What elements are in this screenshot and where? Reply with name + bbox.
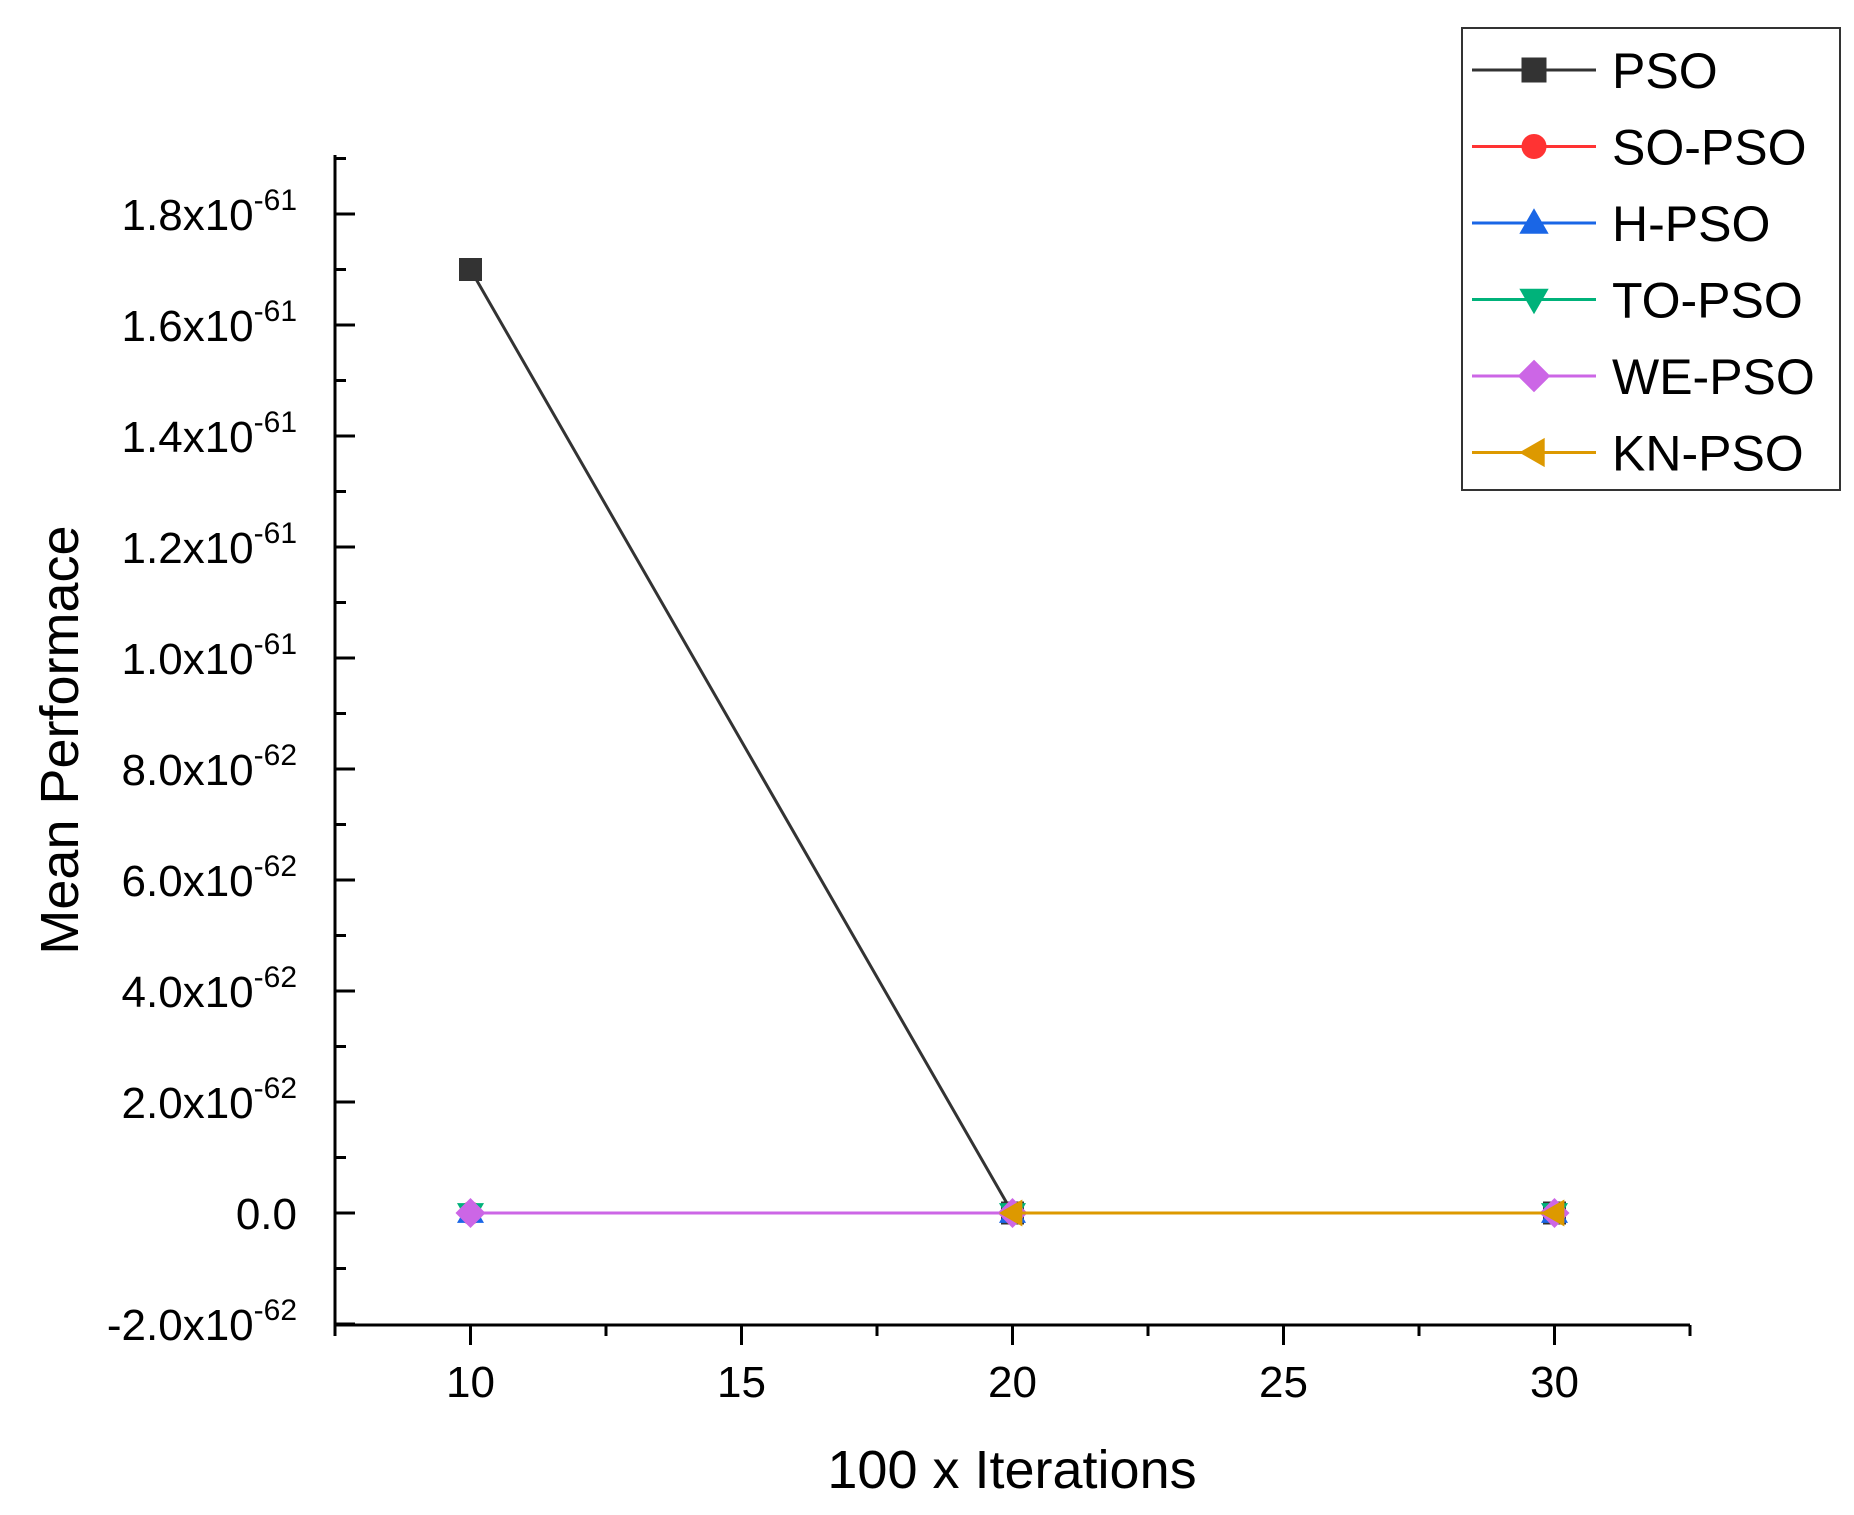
x-tick-label: 15 xyxy=(717,1358,766,1407)
legend-item: KN-PSO xyxy=(1472,426,1804,482)
legend-label: SO-PSO xyxy=(1612,120,1806,176)
data-point-kn-pso xyxy=(1540,1199,1565,1227)
x-tick-label: 20 xyxy=(988,1358,1037,1407)
legend-label: H-PSO xyxy=(1612,196,1770,252)
data-point-pso xyxy=(459,258,482,281)
legend-label: KN-PSO xyxy=(1612,426,1804,482)
legend-label: WE-PSO xyxy=(1612,349,1815,405)
y-tick-label: 1.8x10-61 xyxy=(122,184,297,240)
y-tick-label: 0.0 xyxy=(236,1190,297,1239)
legend-marker xyxy=(1519,288,1549,315)
y-axis-title: Mean Performace xyxy=(30,525,90,954)
series-layer xyxy=(455,258,1570,1229)
legend-item: WE-PSO xyxy=(1472,349,1815,405)
legend-item: TO-PSO xyxy=(1472,273,1803,329)
y-tick-label: 6.0x10-62 xyxy=(122,850,297,906)
data-point-we-pso xyxy=(455,1197,486,1229)
legend-box xyxy=(1461,27,1841,491)
series-pso xyxy=(459,258,1566,1225)
y-tick-label: 2.0x10-62 xyxy=(122,1072,297,1128)
x-tick-label: 30 xyxy=(1530,1358,1579,1407)
x-tick-label: 10 xyxy=(446,1358,495,1407)
x-tick-label: 25 xyxy=(1259,1358,1308,1407)
axes: -2.0x10-62 0.0 2.0x10-62 4.0x10-62 6.0x10-62… xyxy=(107,155,1692,1407)
legend-marker xyxy=(1519,437,1545,468)
y-tick-label: 1.4x10-61 xyxy=(122,406,297,462)
legend-label: TO-PSO xyxy=(1612,273,1803,329)
x-axis-title: 100 x Iterations xyxy=(827,1440,1196,1500)
y-tick-label: 8.0x10-62 xyxy=(122,739,297,795)
y-tick-label: 1.6x10-61 xyxy=(122,295,297,351)
y-tick-label: 1.2x10-61 xyxy=(122,517,297,573)
legend-marker xyxy=(1521,134,1547,159)
legend-marker xyxy=(1521,57,1547,83)
legend-item: H-PSO xyxy=(1472,196,1770,252)
legend-marker xyxy=(1519,208,1549,234)
legend-marker xyxy=(1517,359,1551,393)
series-line-pso xyxy=(469,268,1555,1215)
y-tick-label: -2.0x10-62 xyxy=(107,1294,297,1350)
legend-item: SO-PSO xyxy=(1472,120,1806,176)
y-tick-label: 1.0x10-61 xyxy=(122,628,297,684)
legend-item: PSO xyxy=(1472,43,1718,99)
legend: PSO SO-PSO H-PSO TO-PSO WE-PSO KN-PSO xyxy=(1461,27,1841,491)
y-tick-label: 4.0x10-62 xyxy=(122,961,297,1017)
legend-label: PSO xyxy=(1612,43,1718,99)
data-point-kn-pso xyxy=(998,1199,1023,1227)
series-kn-pso xyxy=(998,1199,1565,1227)
